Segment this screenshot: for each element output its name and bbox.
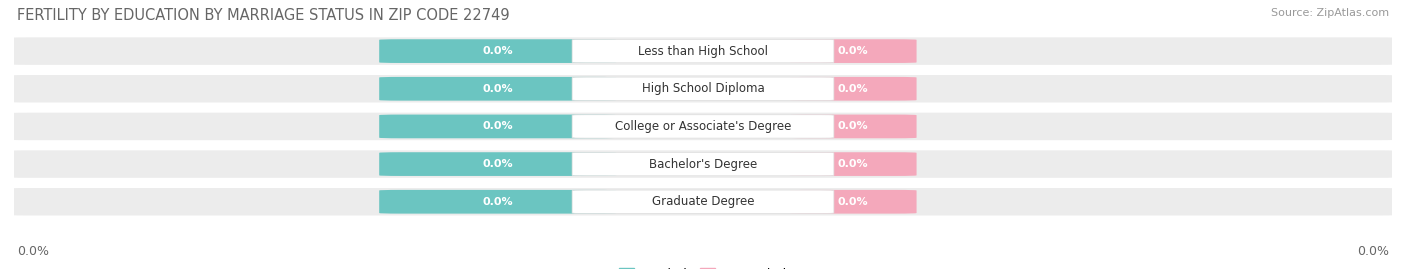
FancyBboxPatch shape — [790, 190, 917, 214]
FancyBboxPatch shape — [380, 152, 616, 176]
Text: 0.0%: 0.0% — [838, 46, 869, 56]
FancyBboxPatch shape — [380, 77, 616, 101]
Text: Bachelor's Degree: Bachelor's Degree — [650, 158, 756, 171]
Text: 0.0%: 0.0% — [838, 121, 869, 132]
FancyBboxPatch shape — [790, 152, 917, 176]
Text: Source: ZipAtlas.com: Source: ZipAtlas.com — [1271, 8, 1389, 18]
FancyBboxPatch shape — [572, 190, 834, 213]
FancyBboxPatch shape — [572, 40, 834, 63]
Text: 0.0%: 0.0% — [838, 84, 869, 94]
Text: 0.0%: 0.0% — [482, 159, 513, 169]
Text: 0.0%: 0.0% — [482, 121, 513, 132]
Text: College or Associate's Degree: College or Associate's Degree — [614, 120, 792, 133]
Text: 0.0%: 0.0% — [1357, 245, 1389, 258]
Text: 0.0%: 0.0% — [17, 245, 49, 258]
FancyBboxPatch shape — [380, 39, 616, 63]
FancyBboxPatch shape — [7, 75, 1399, 102]
FancyBboxPatch shape — [7, 150, 1399, 178]
FancyBboxPatch shape — [380, 190, 616, 214]
FancyBboxPatch shape — [572, 115, 834, 138]
Text: 0.0%: 0.0% — [482, 84, 513, 94]
Legend: Married, Unmarried: Married, Unmarried — [613, 263, 793, 269]
Text: 0.0%: 0.0% — [482, 197, 513, 207]
FancyBboxPatch shape — [380, 115, 616, 138]
Text: High School Diploma: High School Diploma — [641, 82, 765, 95]
FancyBboxPatch shape — [572, 153, 834, 176]
Text: 0.0%: 0.0% — [838, 197, 869, 207]
Text: 0.0%: 0.0% — [838, 159, 869, 169]
FancyBboxPatch shape — [572, 77, 834, 100]
FancyBboxPatch shape — [7, 37, 1399, 65]
FancyBboxPatch shape — [790, 115, 917, 138]
Text: FERTILITY BY EDUCATION BY MARRIAGE STATUS IN ZIP CODE 22749: FERTILITY BY EDUCATION BY MARRIAGE STATU… — [17, 8, 509, 23]
FancyBboxPatch shape — [790, 77, 917, 101]
Text: Less than High School: Less than High School — [638, 45, 768, 58]
FancyBboxPatch shape — [790, 39, 917, 63]
FancyBboxPatch shape — [7, 113, 1399, 140]
FancyBboxPatch shape — [7, 188, 1399, 215]
Text: Graduate Degree: Graduate Degree — [652, 195, 754, 208]
Text: 0.0%: 0.0% — [482, 46, 513, 56]
